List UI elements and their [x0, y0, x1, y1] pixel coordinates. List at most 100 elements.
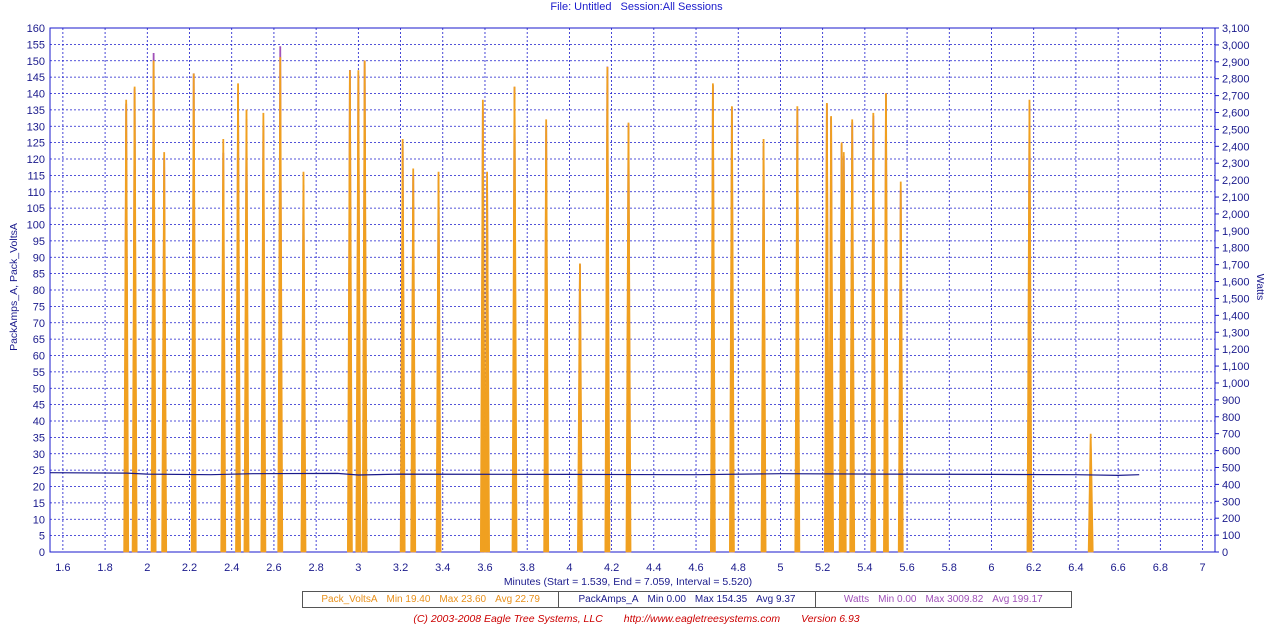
- y-right-tick-label: 1,100: [1222, 361, 1250, 373]
- y-left-tick-label: 150: [27, 56, 45, 68]
- y-left-tick-label: 80: [33, 285, 45, 297]
- legend-volts-min: Min 19.40: [386, 594, 431, 605]
- y-right-tick-label: 2,500: [1222, 124, 1250, 136]
- y-right-tick-label: 2,200: [1222, 175, 1250, 187]
- amps-spike: [361, 60, 368, 553]
- legend-amps-name: PackAmps_A: [578, 594, 639, 605]
- x-tick-label: 2.6: [266, 562, 281, 574]
- y-right-tick-label: 1,500: [1222, 293, 1250, 305]
- y-right-tick-label: 2,700: [1222, 91, 1250, 103]
- x-tick-label: 2.4: [224, 562, 239, 574]
- amps-spike: [123, 99, 130, 553]
- legend-amps: PackAmps_A Min 0.00 Max 154.35 Avg 9.37: [559, 592, 816, 607]
- y-left-tick-label: 65: [33, 334, 45, 346]
- y-left-tick-label: 95: [33, 236, 45, 248]
- x-tick-label: 5.6: [899, 562, 914, 574]
- y-right-tick-label: 1,200: [1222, 344, 1250, 356]
- x-tick-label: 3.2: [393, 562, 408, 574]
- x-tick-label: 7: [1199, 562, 1205, 574]
- y-left-tick-label: 0: [39, 547, 45, 559]
- y-left-tick-label: 85: [33, 269, 45, 281]
- y-right-tick-label: 500: [1222, 462, 1240, 474]
- amps-spike: [410, 168, 417, 553]
- y-left-tick-label: 45: [33, 400, 45, 412]
- session-label: Session:All Sessions: [620, 1, 723, 13]
- x-tick-label: 5.4: [857, 562, 872, 574]
- y-left-tick-label: 60: [33, 351, 45, 363]
- legend-volts-max: Max 23.60: [439, 594, 487, 605]
- x-tick-label: 3.4: [435, 562, 450, 574]
- x-tick-label: 6: [988, 562, 994, 574]
- website-link[interactable]: http://www.eagletreesystems.com: [623, 613, 781, 625]
- amps-spike: [897, 181, 904, 553]
- legend-watts-max: Max 3009.82: [925, 594, 984, 605]
- legend-amps-min: Min 0.00: [647, 594, 686, 605]
- x-tick-label: 4.4: [646, 562, 661, 574]
- y-right-tick-label: 300: [1222, 496, 1240, 508]
- amps-spike: [543, 119, 550, 553]
- x-tick-label: 3.6: [477, 562, 492, 574]
- y-right-tick-label: 2,100: [1222, 192, 1250, 204]
- x-tick-label: 6.8: [1153, 562, 1168, 574]
- amps-spike: [243, 109, 250, 553]
- x-tick-label: 2.8: [308, 562, 323, 574]
- x-axis-label: Minutes (Start = 1.539, End = 7.059, Int…: [504, 576, 752, 588]
- legend-watts: Watts Min 0.00 Max 3009.82 Avg 199.17: [816, 592, 1071, 607]
- x-tick-label: 6.4: [1068, 562, 1083, 574]
- y-left-tick-label: 105: [27, 203, 45, 215]
- legend-amps-max: Max 154.35: [694, 594, 748, 605]
- y-right-tick-label: 800: [1222, 412, 1240, 424]
- amps-spike: [577, 263, 583, 553]
- chart-canvas: 1.6 1.8 2 2.2 2.4 2.6 2.8 3 3.2 3.4 3.6 3.8 4 4.2 4.4 4…: [8, 23, 1266, 588]
- y-left-tick-label: 35: [33, 432, 45, 444]
- x-tick-label: 4.8: [731, 562, 746, 574]
- amps-spike: [710, 83, 716, 553]
- x-tick-label: 6.6: [1110, 562, 1125, 574]
- y-right-tick-label: 2,300: [1222, 158, 1250, 170]
- y-right-tick-label: 100: [1222, 530, 1240, 542]
- x-tick-label: 5: [777, 562, 783, 574]
- amps-spike: [883, 93, 889, 553]
- amps-spike: [131, 86, 138, 553]
- legend-amps-avg: Avg 9.37: [756, 594, 796, 605]
- y-left-tick-label: 140: [27, 89, 45, 101]
- amps-series: [123, 57, 1094, 553]
- x-tick-label: 2.2: [182, 562, 197, 574]
- y-right-tick-label: 400: [1222, 479, 1240, 491]
- y-right-tick-label: 1,600: [1222, 277, 1250, 289]
- y-right-tick-label: 2,600: [1222, 108, 1250, 120]
- amps-spike: [479, 99, 486, 553]
- y-left-tick-label: 160: [27, 23, 45, 35]
- x-tick-label: 4.2: [604, 562, 619, 574]
- y-right-tick-label: 1,900: [1222, 226, 1250, 238]
- y-left-tick-label: 15: [33, 498, 45, 510]
- y-right-tick-label: 1,000: [1222, 378, 1250, 390]
- amps-spike: [235, 83, 241, 553]
- y-left-tick-label: 30: [33, 449, 45, 461]
- axis-ticks: 1.6 1.8 2 2.2 2.4 2.6 2.8 3 3.2 3.4 3.6 3.8 4 4.2 4.4 4…: [27, 23, 1250, 574]
- amps-spike: [729, 106, 735, 553]
- y-left-tick-label: 115: [27, 170, 45, 182]
- copyright-text: (C) 2003-2008 Eagle Tree Systems, LLC: [413, 613, 603, 625]
- legend-watts-avg: Avg 199.17: [992, 594, 1043, 605]
- chart-legend: Pack_VoltsA Min 19.40 Max 23.60 Avg 22.7…: [302, 591, 1072, 608]
- amps-spike: [161, 152, 168, 553]
- y-left-tick-label: 135: [27, 105, 45, 117]
- footer: (C) 2003-2008 Eagle Tree Systems, LLC ht…: [0, 613, 1273, 625]
- y-left-tick-label: 40: [33, 416, 45, 428]
- amps-spike: [840, 152, 847, 553]
- amps-spike: [849, 119, 856, 553]
- y-right-tick-label: 1,300: [1222, 327, 1250, 339]
- y-right-tick-label: 900: [1222, 395, 1240, 407]
- y-left-tick-label: 50: [33, 383, 45, 395]
- y-left-tick-label: 100: [27, 220, 45, 232]
- amps-spike: [604, 67, 611, 553]
- amps-spike: [1087, 433, 1094, 553]
- volts-series: [49, 472, 1140, 477]
- chart-header: File: Untitled Session:All Sessions: [0, 1, 1273, 13]
- y-left-tick-label: 55: [33, 367, 45, 379]
- y-left-tick-label: 5: [39, 531, 45, 543]
- grid-lines: [49, 27, 1216, 553]
- amps-spike: [300, 171, 307, 553]
- x-tick-label: 4.6: [688, 562, 703, 574]
